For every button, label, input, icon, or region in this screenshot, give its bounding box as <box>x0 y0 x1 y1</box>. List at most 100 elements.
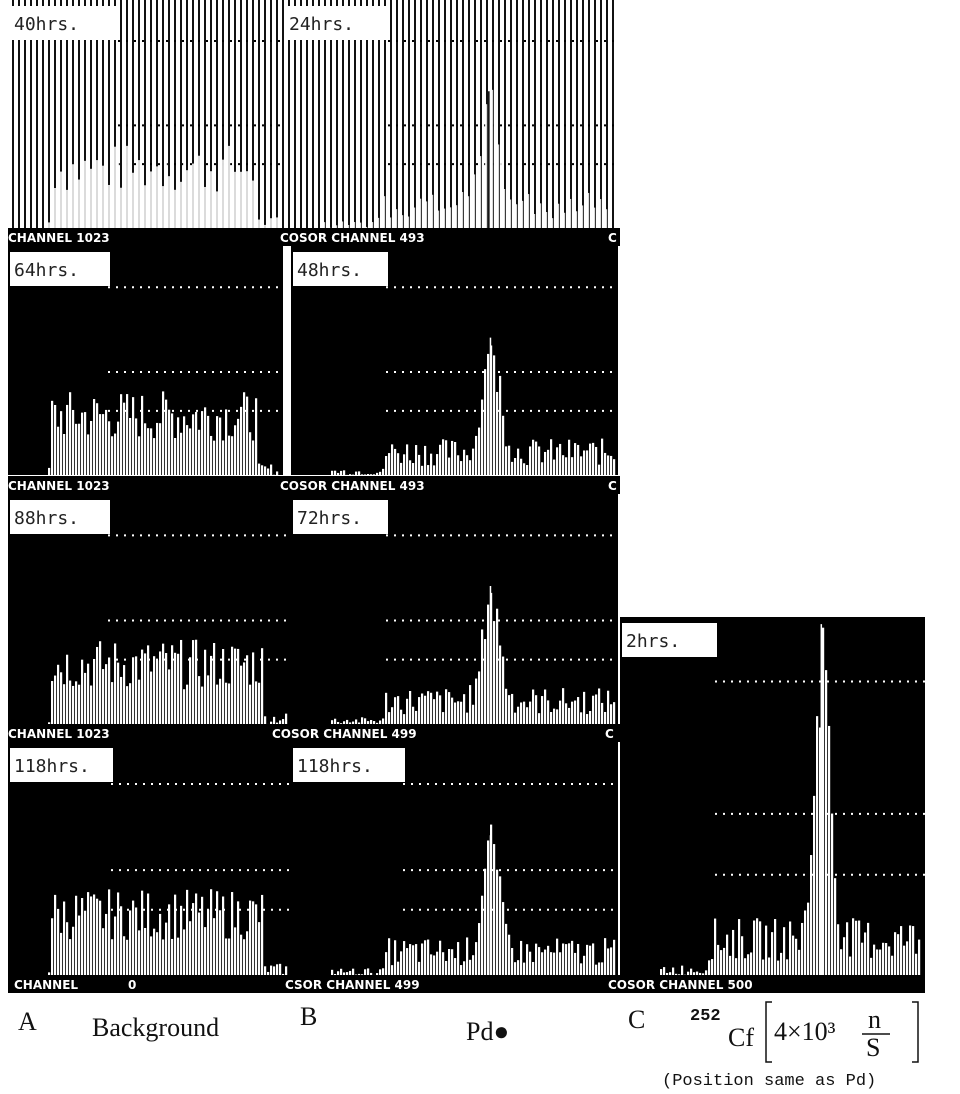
count-bar <box>693 972 695 975</box>
count-bar <box>123 665 125 724</box>
count-bar <box>469 460 471 475</box>
count-bar <box>144 185 146 228</box>
count-bar <box>338 223 340 228</box>
count-bar <box>410 216 412 228</box>
count-bar <box>326 224 328 228</box>
count-bar <box>141 396 143 475</box>
count-bar <box>409 460 411 475</box>
count-bar <box>508 695 510 724</box>
count-bar <box>382 968 384 975</box>
count-bar <box>102 928 104 975</box>
count-bar <box>473 174 475 228</box>
count-bar <box>436 952 438 975</box>
count-bar <box>738 919 740 975</box>
count-bar <box>562 455 564 475</box>
count-bar <box>331 720 333 724</box>
count-bar <box>596 213 598 228</box>
count-bar <box>207 675 209 724</box>
count-bar <box>529 952 531 975</box>
count-bar <box>228 683 230 724</box>
count-bar <box>481 896 483 975</box>
count-bar <box>888 946 890 975</box>
count-bar <box>523 463 525 475</box>
count-bar <box>270 218 272 228</box>
count-bar <box>204 187 206 228</box>
count-bar <box>234 425 236 475</box>
count-bar <box>723 948 725 975</box>
count-bar <box>463 450 465 475</box>
count-bar <box>267 468 269 475</box>
count-bar <box>210 171 212 228</box>
count-bar <box>344 226 346 228</box>
count-bar <box>753 920 755 975</box>
count-bar <box>216 416 218 475</box>
count-bar <box>159 177 161 228</box>
count-bar <box>102 166 104 228</box>
count-bar <box>565 703 567 724</box>
count-bar <box>446 194 448 228</box>
count-bar <box>370 474 372 475</box>
count-bar <box>509 200 511 228</box>
count-bar <box>385 952 387 975</box>
count-bar <box>771 932 773 975</box>
count-bar <box>249 685 251 724</box>
count-bar <box>675 974 677 975</box>
channel-label: C <box>608 231 617 245</box>
time-label: 72hrs. <box>297 508 362 529</box>
count-bar <box>222 160 224 228</box>
count-bar <box>493 355 495 475</box>
count-bar <box>120 394 122 475</box>
count-bar <box>189 428 191 475</box>
count-bar <box>249 901 251 975</box>
count-bar <box>445 689 447 724</box>
count-bar <box>466 937 468 975</box>
count-bar <box>57 909 59 975</box>
count-bar <box>568 943 570 975</box>
count-bar <box>282 719 284 724</box>
count-bar <box>120 677 122 724</box>
count-bar <box>135 656 137 724</box>
count-bar <box>267 972 269 975</box>
count-bar <box>538 713 540 724</box>
rate: 4×10³ <box>774 1017 836 1046</box>
column-letter: C <box>628 1005 645 1034</box>
count-bar <box>159 651 161 724</box>
count-bar <box>368 223 370 228</box>
count-bar <box>87 892 89 975</box>
count-bar <box>681 966 683 975</box>
count-bar <box>156 932 158 975</box>
figure: 40hrs.24hrs.64hrs.48hrs.88hrs.72hrs.118h… <box>0 0 960 1094</box>
count-bar <box>364 969 366 975</box>
count-bar <box>105 664 107 724</box>
count-bar <box>337 971 339 975</box>
count-bar <box>210 889 212 975</box>
count-bar <box>126 394 128 475</box>
count-bar <box>186 890 188 975</box>
count-bar <box>171 176 173 228</box>
count-bar <box>403 714 405 724</box>
count-bar <box>111 191 113 228</box>
count-bar <box>759 921 761 975</box>
count-bar <box>66 405 68 475</box>
count-bar <box>472 955 474 975</box>
count-bar <box>391 444 393 475</box>
count-bar <box>547 700 549 724</box>
count-bar <box>574 701 576 724</box>
count-bar <box>467 196 469 228</box>
count-bar <box>478 428 480 475</box>
count-bar <box>153 182 155 228</box>
count-bar <box>412 707 414 724</box>
count-bar <box>237 169 239 228</box>
count-bar <box>822 628 824 975</box>
count-bar <box>60 411 62 475</box>
count-bar <box>449 207 451 228</box>
count-bar <box>150 428 152 475</box>
count-bar <box>273 717 275 724</box>
count-bar <box>666 973 668 975</box>
count-bar <box>162 391 164 475</box>
count-bar <box>183 689 185 724</box>
count-bar <box>156 166 158 228</box>
count-bar <box>741 936 743 975</box>
count-bar <box>174 190 176 228</box>
count-bar <box>213 189 215 228</box>
